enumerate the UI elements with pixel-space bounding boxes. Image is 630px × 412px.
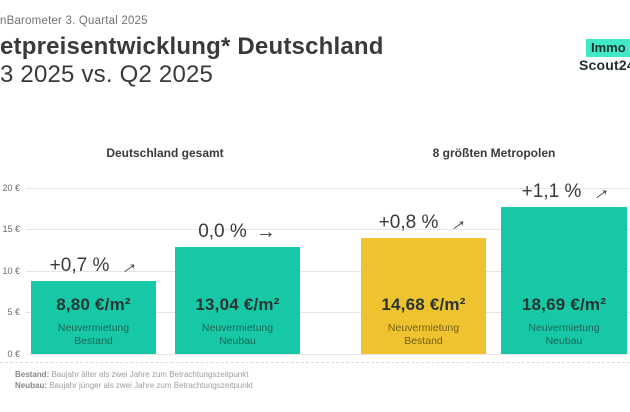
segment-line2: Bestand bbox=[404, 335, 443, 347]
report-eyebrow: nBarometer 3. Quartal 2025 bbox=[0, 15, 148, 27]
segment-line2: Neubau bbox=[219, 335, 256, 347]
change-value: +0,7 % bbox=[49, 255, 110, 276]
gridline-10 bbox=[26, 271, 630, 272]
bar-segment-label: Neuvermietung Neubau bbox=[528, 322, 599, 348]
logo-highlight-text: Immo bbox=[586, 39, 630, 57]
footnote-bestand: Bestand: Baujahr älter als zwei Jahre zu… bbox=[15, 369, 253, 380]
gridline-0 bbox=[26, 354, 630, 355]
group-label-metropolen: 8 größten Metropolen bbox=[432, 146, 556, 160]
logo-text: Scout24 bbox=[579, 57, 630, 73]
footer-divider bbox=[0, 362, 630, 363]
gridline-20 bbox=[26, 188, 630, 189]
segment-line1: Neuvermietung bbox=[201, 322, 274, 334]
bar-value: 14,68 €/m² bbox=[381, 295, 466, 314]
group-label-deutschland-gesamt: Deutschland gesamt bbox=[106, 146, 224, 160]
change-label-bestand-metropolen: +0,8 % → bbox=[343, 208, 503, 238]
gridline-5 bbox=[26, 312, 630, 313]
page-title: etpreisentwicklung* Deutschland bbox=[0, 33, 384, 60]
y-axis-tick: 5 € bbox=[7, 307, 20, 317]
footnote-definition: Baujahr jünger als zwei Jahre zum Betrac… bbox=[47, 381, 253, 390]
y-axis-tick: 20 € bbox=[2, 183, 20, 193]
immoscout24-logo: Immo Scout24 bbox=[579, 39, 630, 73]
segment-line2: Bestand bbox=[74, 335, 113, 347]
y-axis-tick: 10 € bbox=[2, 266, 20, 276]
bar-bestand-metropolen: 14,68 €/m² Neuvermietung Bestand bbox=[361, 238, 486, 354]
trend-up-arrow-icon: → bbox=[585, 177, 615, 207]
trend-flat-arrow-icon: → bbox=[255, 221, 276, 243]
change-value: +0,8 % bbox=[378, 212, 439, 233]
bar-value: 8,80 €/m² bbox=[56, 295, 131, 314]
footnote-definition: Baujahr älter als zwei Jahre zum Betrach… bbox=[49, 370, 249, 379]
bar-value: 18,69 €/m² bbox=[521, 295, 607, 314]
change-label-neubau-gesamt: 0,0 % → bbox=[157, 220, 317, 244]
footnote-neubau: Neubau: Baujahr jünger als zwei Jahre zu… bbox=[15, 380, 253, 391]
bar-neubau-metropolen: 18,69 €/m² Neuvermietung Neubau bbox=[501, 207, 627, 354]
footnote-term: Bestand: bbox=[15, 370, 50, 379]
footnote-term: Neubau: bbox=[15, 381, 47, 390]
segment-line2: Neubau bbox=[545, 335, 583, 347]
y-axis-tick: 0 € bbox=[7, 349, 20, 359]
bar-neubau-gesamt: 13,04 €/m² Neuvermietung Neubau bbox=[175, 247, 300, 354]
change-label-neubau-metropolen: +1,1 % → bbox=[486, 177, 630, 207]
trend-up-arrow-icon: → bbox=[113, 251, 143, 281]
trend-up-arrow-icon: → bbox=[442, 208, 472, 238]
y-axis-tick: 15 € bbox=[2, 224, 20, 234]
bar-bestand-gesamt: 8,80 €/m² Neuvermietung Bestand bbox=[31, 281, 156, 354]
segment-line1: Neuvermietung bbox=[528, 322, 600, 334]
change-value: 0,0 % bbox=[198, 221, 247, 242]
change-label-bestand-gesamt: +0,7 % → bbox=[14, 251, 174, 281]
segment-line1: Neuvermietung bbox=[57, 322, 130, 334]
bar-segment-label: Neuvermietung Bestand bbox=[58, 322, 129, 348]
bar-segment-label: Neuvermietung Neubau bbox=[202, 322, 273, 348]
footnotes: Bestand: Baujahr älter als zwei Jahre zu… bbox=[15, 369, 253, 391]
change-value: +1,1 % bbox=[521, 181, 582, 202]
page-subtitle: 3 2025 vs. Q2 2025 bbox=[0, 61, 214, 88]
segment-line1: Neuvermietung bbox=[387, 322, 460, 334]
bar-segment-label: Neuvermietung Bestand bbox=[388, 322, 459, 348]
gridline-15 bbox=[26, 229, 630, 230]
bar-value: 13,04 €/m² bbox=[195, 295, 280, 314]
